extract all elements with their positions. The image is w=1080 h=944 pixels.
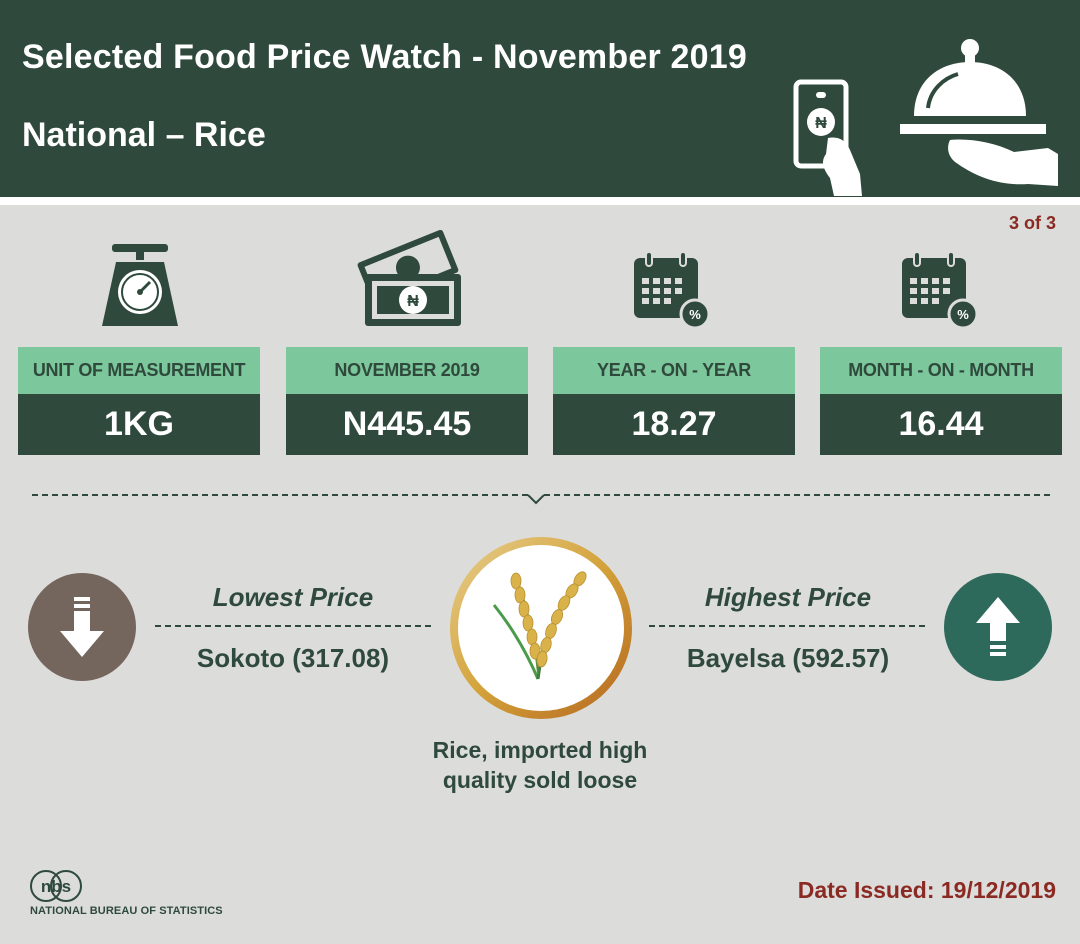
- stat-label: YEAR - ON - YEAR: [553, 347, 795, 394]
- stat-value: 16.44: [820, 394, 1062, 455]
- section-divider: [32, 494, 1050, 505]
- highest-price-heading: Highest Price: [704, 582, 872, 612]
- highest-price-badge: [944, 573, 1052, 681]
- item-caption: Rice, imported high quality sold loose: [400, 735, 680, 795]
- svg-text:%: %: [957, 307, 969, 322]
- calendar-percent-icon: %: [902, 251, 979, 330]
- lowest-price-heading: Lowest Price: [212, 582, 374, 612]
- page-title: Selected Food Price Watch - November 201…: [22, 38, 747, 76]
- stat-card-price: NOVEMBER 2019 N445.45: [286, 347, 528, 455]
- svg-text:₦: ₦: [815, 115, 827, 132]
- highest-price-value: Bayelsa (592.57): [686, 643, 890, 673]
- stat-label: NOVEMBER 2019: [286, 347, 528, 394]
- stat-label: UNIT OF MEASUREMENT: [18, 347, 260, 394]
- stat-card-year-on-year: YEAR - ON - YEAR 18.27: [553, 347, 795, 455]
- highest-price-rule: [649, 625, 925, 627]
- stat-value: 1KG: [18, 394, 260, 455]
- stat-card-unit: UNIT OF MEASUREMENT 1KG: [18, 347, 260, 455]
- lowest-price-rule: [155, 625, 431, 627]
- page-indicator: 3 of 3: [1008, 213, 1056, 233]
- lowest-price-badge: [28, 573, 136, 681]
- svg-text:₦: ₦: [407, 293, 419, 310]
- stat-value: N445.45: [286, 394, 528, 455]
- page-subtitle: National – Rice: [22, 116, 266, 154]
- item-caption-line-2: quality sold loose: [442, 767, 638, 793]
- date-issued: Date Issued: 19/12/2019: [797, 877, 1056, 903]
- stat-card-month-on-month: MONTH - ON - MONTH 16.44: [820, 347, 1062, 455]
- nbs-logo: nbs: [30, 870, 82, 902]
- svg-text:%: %: [689, 307, 701, 322]
- rice-stalk-icon: [450, 537, 632, 719]
- naira-banknotes-icon: ₦: [357, 230, 461, 326]
- header-divider: [0, 197, 1080, 205]
- svg-text:nbs: nbs: [41, 877, 71, 896]
- organization-name: NATIONAL BUREAU OF STATISTICS: [30, 905, 223, 917]
- arrow-down-icon: [60, 597, 104, 657]
- calendar-percent-icon: %: [634, 251, 711, 330]
- item-caption-line-1: Rice, imported high: [432, 737, 648, 763]
- serving-cloche-icon: [900, 39, 1058, 186]
- weighing-scale-icon: [102, 244, 178, 326]
- lowest-price-value: Sokoto (317.08): [196, 643, 390, 673]
- stat-value: 18.27: [553, 394, 795, 455]
- mobile-payment-icon: ₦: [793, 79, 862, 196]
- header-banner: Selected Food Price Watch - November 201…: [0, 0, 1080, 197]
- arrow-up-icon: [976, 597, 1020, 656]
- stat-label: MONTH - ON - MONTH: [820, 347, 1062, 394]
